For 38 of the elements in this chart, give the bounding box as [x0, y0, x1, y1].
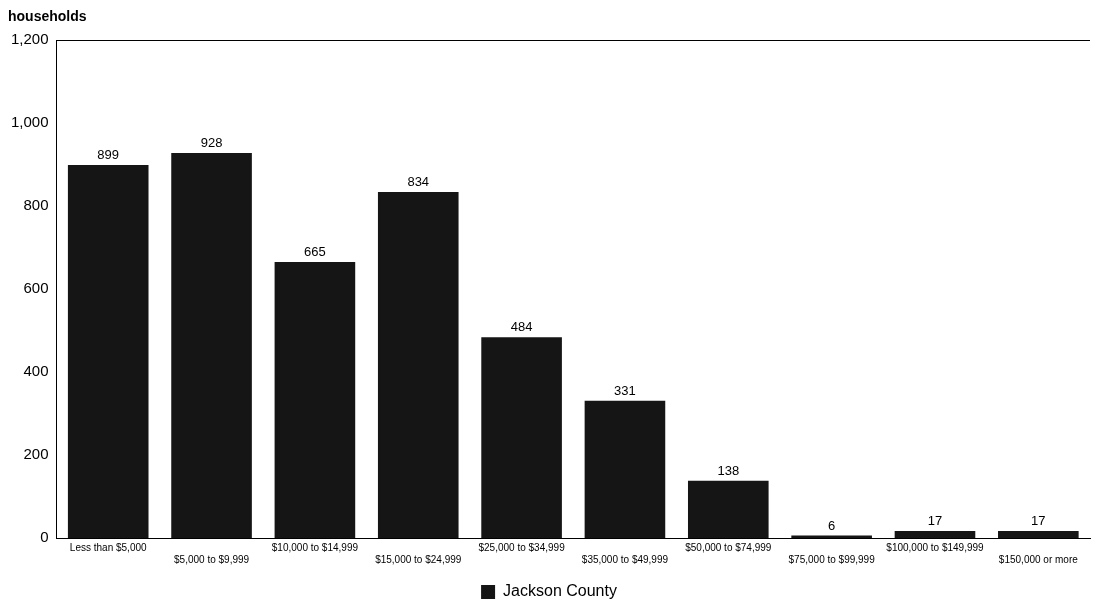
y-tick-label: 800: [23, 196, 49, 214]
y-tick-label: 400: [23, 362, 49, 380]
x-tick-label: Less than $5,000: [69, 541, 148, 553]
x-tick-label: $25,000 to $34,999: [478, 541, 566, 553]
bar: [274, 262, 356, 538]
legend-label: Jackson County: [503, 582, 617, 600]
bar: [171, 152, 252, 538]
x-tick-label: $5,000 to $9,999: [174, 553, 250, 565]
y-tick-label: 1,200: [10, 30, 49, 48]
data-label: 6: [828, 517, 836, 533]
data-label: 665: [304, 244, 326, 260]
data-label: 331: [614, 382, 636, 398]
y-tick-label: 600: [23, 279, 49, 297]
data-label: 138: [717, 462, 740, 478]
data-label: 928: [200, 134, 223, 150]
y-axis-title: households: [8, 8, 87, 24]
x-tick-label: $15,000 to $24,999: [375, 553, 462, 565]
data-label: 899: [97, 146, 120, 162]
x-tick-label: $100,000 to $149,999: [886, 541, 985, 553]
y-tick-label: 0: [40, 528, 49, 546]
x-tick-label: $50,000 to $74,999: [685, 541, 772, 553]
x-tick-label: $150,000 or more: [998, 553, 1079, 565]
data-label: 484: [510, 319, 533, 335]
bar: [687, 480, 769, 538]
bar: [67, 164, 149, 538]
x-tick-label: $10,000 to $14,999: [271, 541, 359, 553]
x-tick-label: $75,000 to $99,999: [788, 553, 876, 565]
data-label: 17: [927, 513, 943, 529]
bar: [377, 191, 459, 538]
bar: [584, 400, 666, 538]
data-label: 834: [407, 173, 430, 189]
y-tick-label: 1,000: [10, 113, 49, 131]
y-tick-label: 200: [23, 445, 49, 463]
data-label: 17: [1031, 513, 1046, 529]
bar: [894, 530, 976, 538]
bar: [998, 530, 1079, 538]
bar: [481, 337, 562, 538]
x-tick-label: $35,000 to $49,999: [581, 553, 669, 565]
